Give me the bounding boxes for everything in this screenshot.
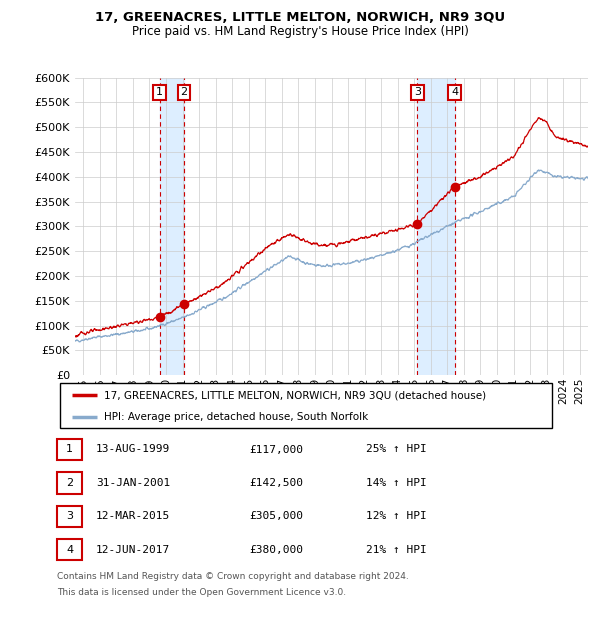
Text: Contains HM Land Registry data © Crown copyright and database right 2024.: Contains HM Land Registry data © Crown c… (57, 572, 409, 581)
Text: 12% ↑ HPI: 12% ↑ HPI (366, 512, 427, 521)
Text: £380,000: £380,000 (249, 545, 303, 555)
FancyBboxPatch shape (57, 472, 82, 494)
Text: £117,000: £117,000 (249, 445, 303, 454)
Text: 17, GREENACRES, LITTLE MELTON, NORWICH, NR9 3QU: 17, GREENACRES, LITTLE MELTON, NORWICH, … (95, 11, 505, 24)
Text: 3: 3 (66, 512, 73, 521)
Bar (160, 78, 184, 375)
Text: 3: 3 (414, 87, 421, 97)
FancyBboxPatch shape (57, 506, 82, 527)
Bar (418, 78, 455, 375)
Text: 21% ↑ HPI: 21% ↑ HPI (366, 545, 427, 555)
Text: 1: 1 (156, 87, 163, 97)
Text: 1: 1 (66, 445, 73, 454)
Text: £305,000: £305,000 (249, 512, 303, 521)
FancyBboxPatch shape (57, 539, 82, 560)
Text: 31-JAN-2001: 31-JAN-2001 (96, 478, 170, 488)
Text: 14% ↑ HPI: 14% ↑ HPI (366, 478, 427, 488)
Text: This data is licensed under the Open Government Licence v3.0.: This data is licensed under the Open Gov… (57, 588, 346, 597)
Text: 4: 4 (451, 87, 458, 97)
Text: 2: 2 (66, 478, 73, 488)
Text: 25% ↑ HPI: 25% ↑ HPI (366, 445, 427, 454)
Text: 13-AUG-1999: 13-AUG-1999 (96, 445, 170, 454)
Text: 2: 2 (181, 87, 188, 97)
FancyBboxPatch shape (57, 439, 82, 460)
Text: HPI: Average price, detached house, South Norfolk: HPI: Average price, detached house, Sout… (104, 412, 368, 422)
Text: 4: 4 (66, 545, 73, 555)
Text: 12-JUN-2017: 12-JUN-2017 (96, 545, 170, 555)
Text: £142,500: £142,500 (249, 478, 303, 488)
Text: Price paid vs. HM Land Registry's House Price Index (HPI): Price paid vs. HM Land Registry's House … (131, 25, 469, 38)
Text: 17, GREENACRES, LITTLE MELTON, NORWICH, NR9 3QU (detached house): 17, GREENACRES, LITTLE MELTON, NORWICH, … (104, 390, 487, 401)
Text: 12-MAR-2015: 12-MAR-2015 (96, 512, 170, 521)
